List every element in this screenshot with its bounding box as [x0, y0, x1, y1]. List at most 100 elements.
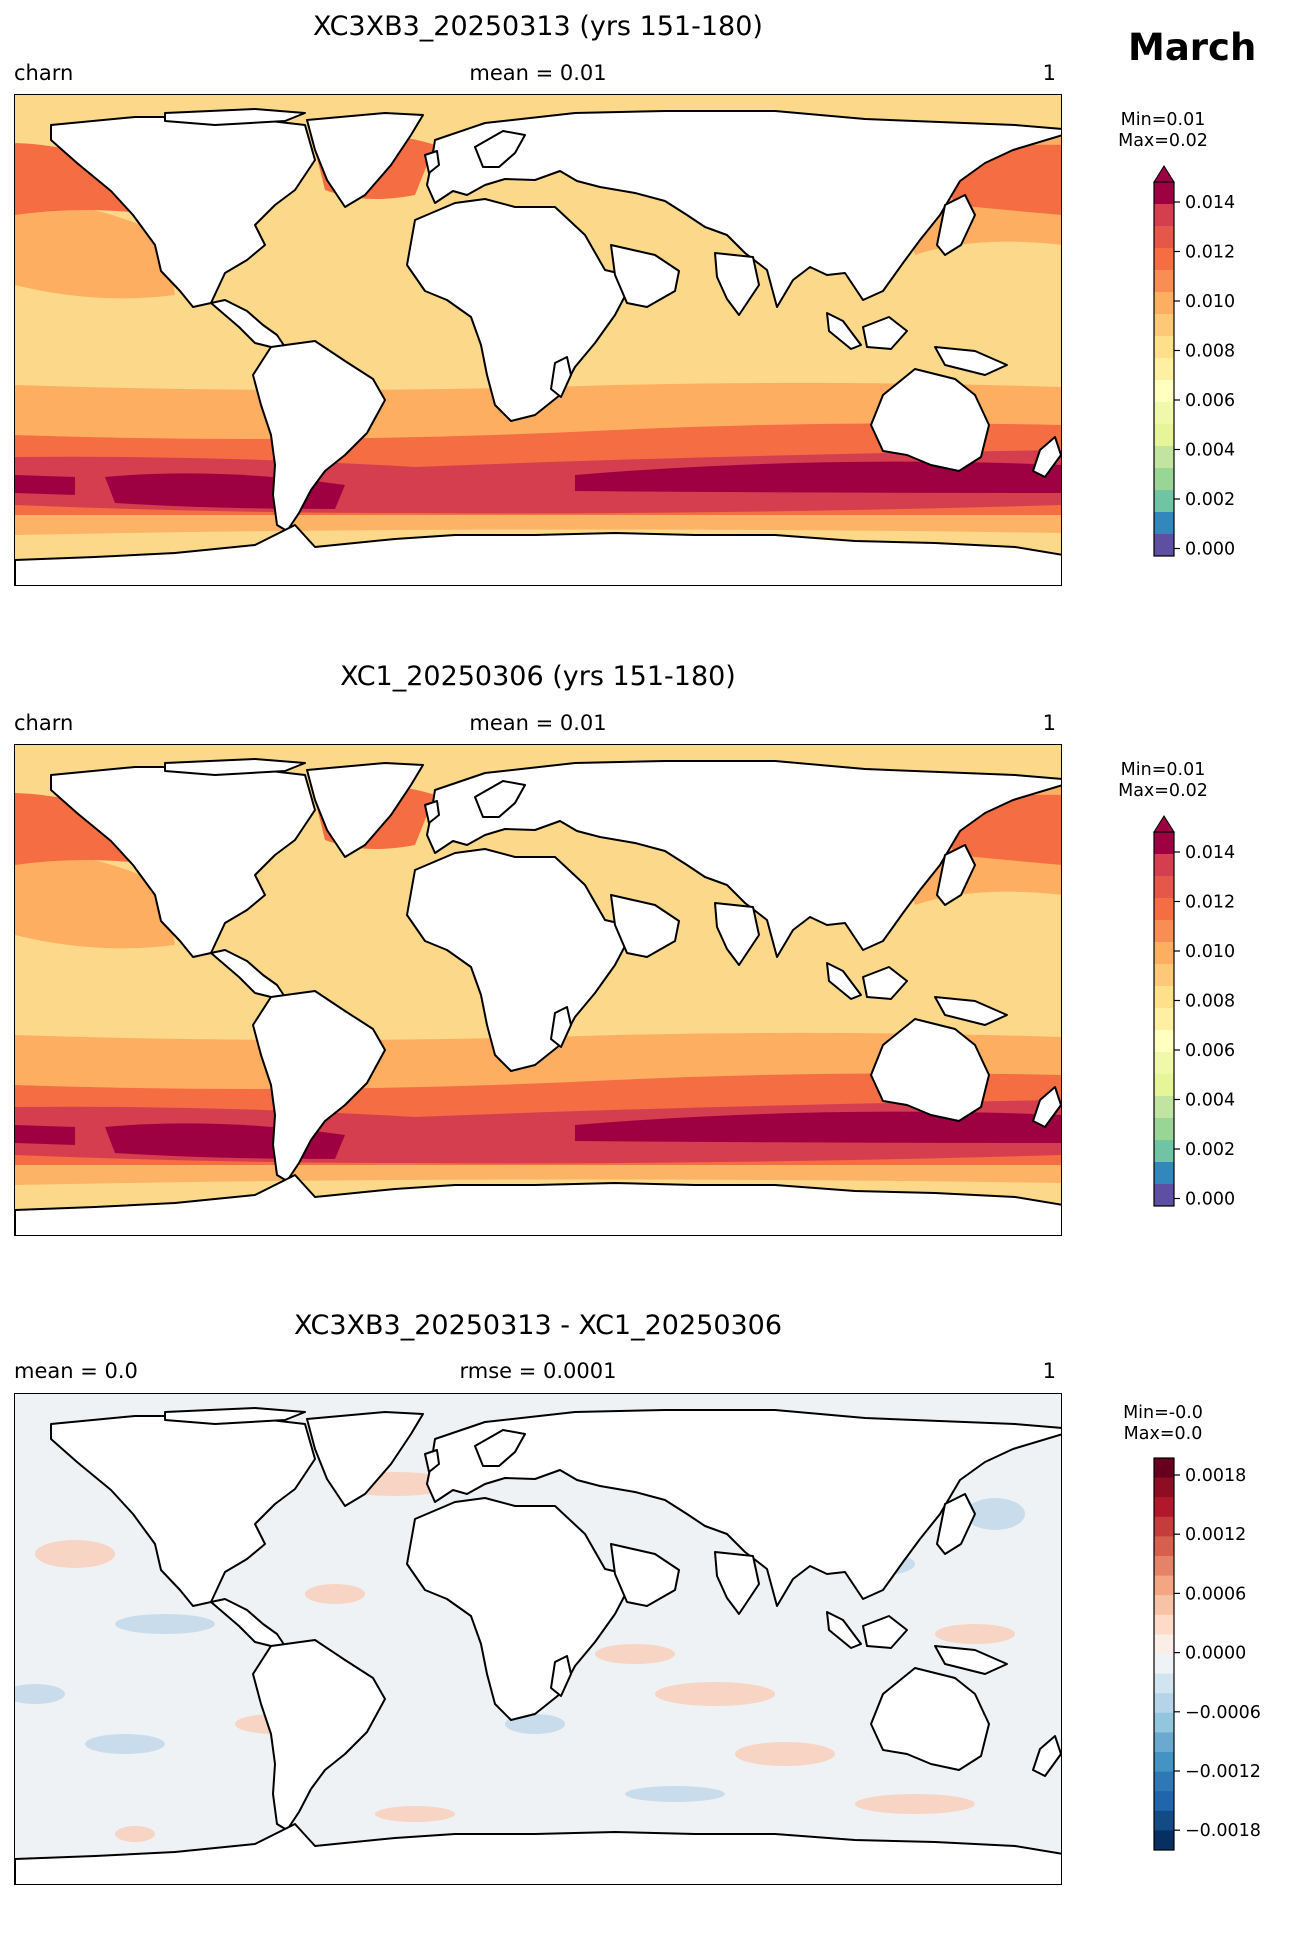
colorbar-swatch [1154, 1673, 1174, 1694]
land-india [714, 252, 760, 316]
colorbar-swatch [1154, 226, 1174, 249]
colorbar-swatch [1154, 942, 1174, 965]
land-scandinavia [474, 780, 526, 818]
land-arabia [610, 244, 680, 308]
land-australia [870, 368, 990, 472]
colorbar-tick-label: 0.002 [1185, 1140, 1235, 1160]
colorbar-swatch [1154, 402, 1174, 425]
colorbar-swatch [1154, 358, 1174, 381]
colorbar-swatch [1154, 1184, 1174, 1207]
colorbar-tick-label: 0.0006 [1185, 1584, 1246, 1604]
land-antarctica [15, 1174, 1061, 1235]
colorbar-swatch [1154, 1536, 1174, 1557]
land-eurasia [426, 110, 1061, 308]
panel-3-min-label: Min=-0.0 [1123, 1403, 1203, 1423]
land-new-guinea [934, 1645, 1008, 1675]
colorbar-swatch [1154, 1074, 1174, 1097]
colorbar-swatch [1154, 1556, 1174, 1577]
colorbar-tick-label: 0.012 [1185, 893, 1235, 913]
colorbar-swatch [1154, 1810, 1174, 1831]
colorbar-tick-label: 0.004 [1185, 1091, 1235, 1111]
colorbar-swatch [1154, 1052, 1174, 1075]
land-india [714, 902, 760, 966]
panel-3-level-label: 1 [1042, 1359, 1056, 1383]
land-borneo [862, 966, 908, 1000]
colorbar-swatch [1154, 1654, 1174, 1675]
colorbar-tick-label: 0.014 [1185, 193, 1235, 213]
colorbar-swatch [1154, 446, 1174, 469]
colorbar-tick-label: 0.0012 [1185, 1525, 1246, 1545]
land-scandinavia [474, 1429, 526, 1467]
panel-2-min-label: Min=0.01 [1120, 760, 1206, 780]
panel-3-rmse-label: rmse = 0.0001 [459, 1359, 617, 1383]
colorbar-swatch [1154, 182, 1174, 205]
panel-1-map [14, 94, 1062, 586]
land-south-america [252, 1639, 386, 1831]
colorbar-tick-label: −0.0018 [1185, 1821, 1261, 1841]
panel-3-map [14, 1393, 1062, 1885]
land-antarctica [15, 524, 1061, 585]
colorbar-tick-label: 0.000 [1185, 1190, 1235, 1210]
land-japan [936, 194, 976, 256]
panel-1-mean-label: mean = 0.01 [469, 61, 607, 85]
land-new-zealand [1032, 1735, 1061, 1777]
colorbar-swatch [1154, 876, 1174, 899]
colorbar-swatch [1154, 1614, 1174, 1635]
colorbar-swatch [1154, 1791, 1174, 1812]
land-arabia [610, 894, 680, 958]
colorbar-tick-label: −0.0006 [1185, 1703, 1261, 1723]
panel-3-colorbar: 0.0018 0.0012 0.0006 0.0000 −0.0006 −0.0012 −0… [1153, 1457, 1274, 1858]
land-eurasia [426, 1409, 1061, 1607]
colorbar-tick-label: 0.008 [1185, 992, 1235, 1012]
colorbar-swatch [1154, 1516, 1174, 1537]
colorbar-tick-label: 0.014 [1185, 843, 1235, 863]
colorbar-tick-label: 0.000 [1185, 540, 1235, 560]
land-greenland [306, 1411, 424, 1507]
colorbar-swatch [1154, 468, 1174, 491]
land-borneo [862, 1615, 908, 1649]
colorbar-extend-arrow [1153, 165, 1175, 183]
colorbar-swatch [1154, 1140, 1174, 1163]
colorbar-swatch [1154, 1712, 1174, 1733]
land-new-guinea [934, 996, 1008, 1026]
land-north-america [50, 116, 316, 308]
panel-1-variable-label: charn [14, 61, 74, 85]
colorbar-swatch [1154, 1162, 1174, 1185]
colorbar-swatch [1154, 314, 1174, 337]
land-new-guinea [934, 346, 1008, 376]
land-australia [870, 1018, 990, 1122]
colorbar-swatch [1154, 1732, 1174, 1753]
land-sumatra [826, 1611, 862, 1649]
month-label: March [1128, 26, 1257, 69]
land-masses [15, 758, 1061, 1235]
colorbar-swatch [1154, 1595, 1174, 1616]
land-canadian-archipelago [164, 108, 306, 126]
panel-2-level-label: 1 [1042, 711, 1056, 735]
land-greenland [306, 762, 424, 858]
panel-2-mean-label: mean = 0.01 [469, 711, 607, 735]
colorbar-swatch [1154, 1830, 1174, 1851]
colorbar-swatch [1154, 512, 1174, 535]
land-japan [936, 844, 976, 906]
panel-1-colorbar: 0.014 0.012 0.010 0.008 0.006 0.004 0.002 0.000 [1153, 165, 1274, 562]
land-uk [424, 800, 440, 824]
land-new-zealand [1032, 1086, 1061, 1128]
land-central-america [210, 299, 286, 348]
colorbar-swatch [1154, 854, 1174, 877]
colorbar-swatch [1154, 1118, 1174, 1141]
colorbar-swatch [1154, 424, 1174, 447]
colorbar-swatch [1154, 270, 1174, 293]
land-india [714, 1551, 760, 1615]
colorbar-tick-label: 0.008 [1185, 342, 1235, 362]
colorbar-swatch [1154, 1575, 1174, 1596]
land-sumatra [826, 312, 862, 350]
panel-1-level-label: 1 [1042, 61, 1056, 85]
land-madagascar [550, 1655, 572, 1697]
panel-2-max-label: Max=0.02 [1118, 781, 1208, 801]
land-north-america [50, 766, 316, 958]
panel-1-max-label: Max=0.02 [1118, 131, 1208, 151]
panel-1-title: XC3XB3_20250313 (yrs 151-180) [313, 11, 763, 42]
panel-2-colorbar: 0.014 0.012 0.010 0.008 0.006 0.004 0.002 0.000 [1153, 815, 1274, 1212]
land-madagascar [550, 356, 572, 398]
colorbar-swatch [1154, 204, 1174, 227]
